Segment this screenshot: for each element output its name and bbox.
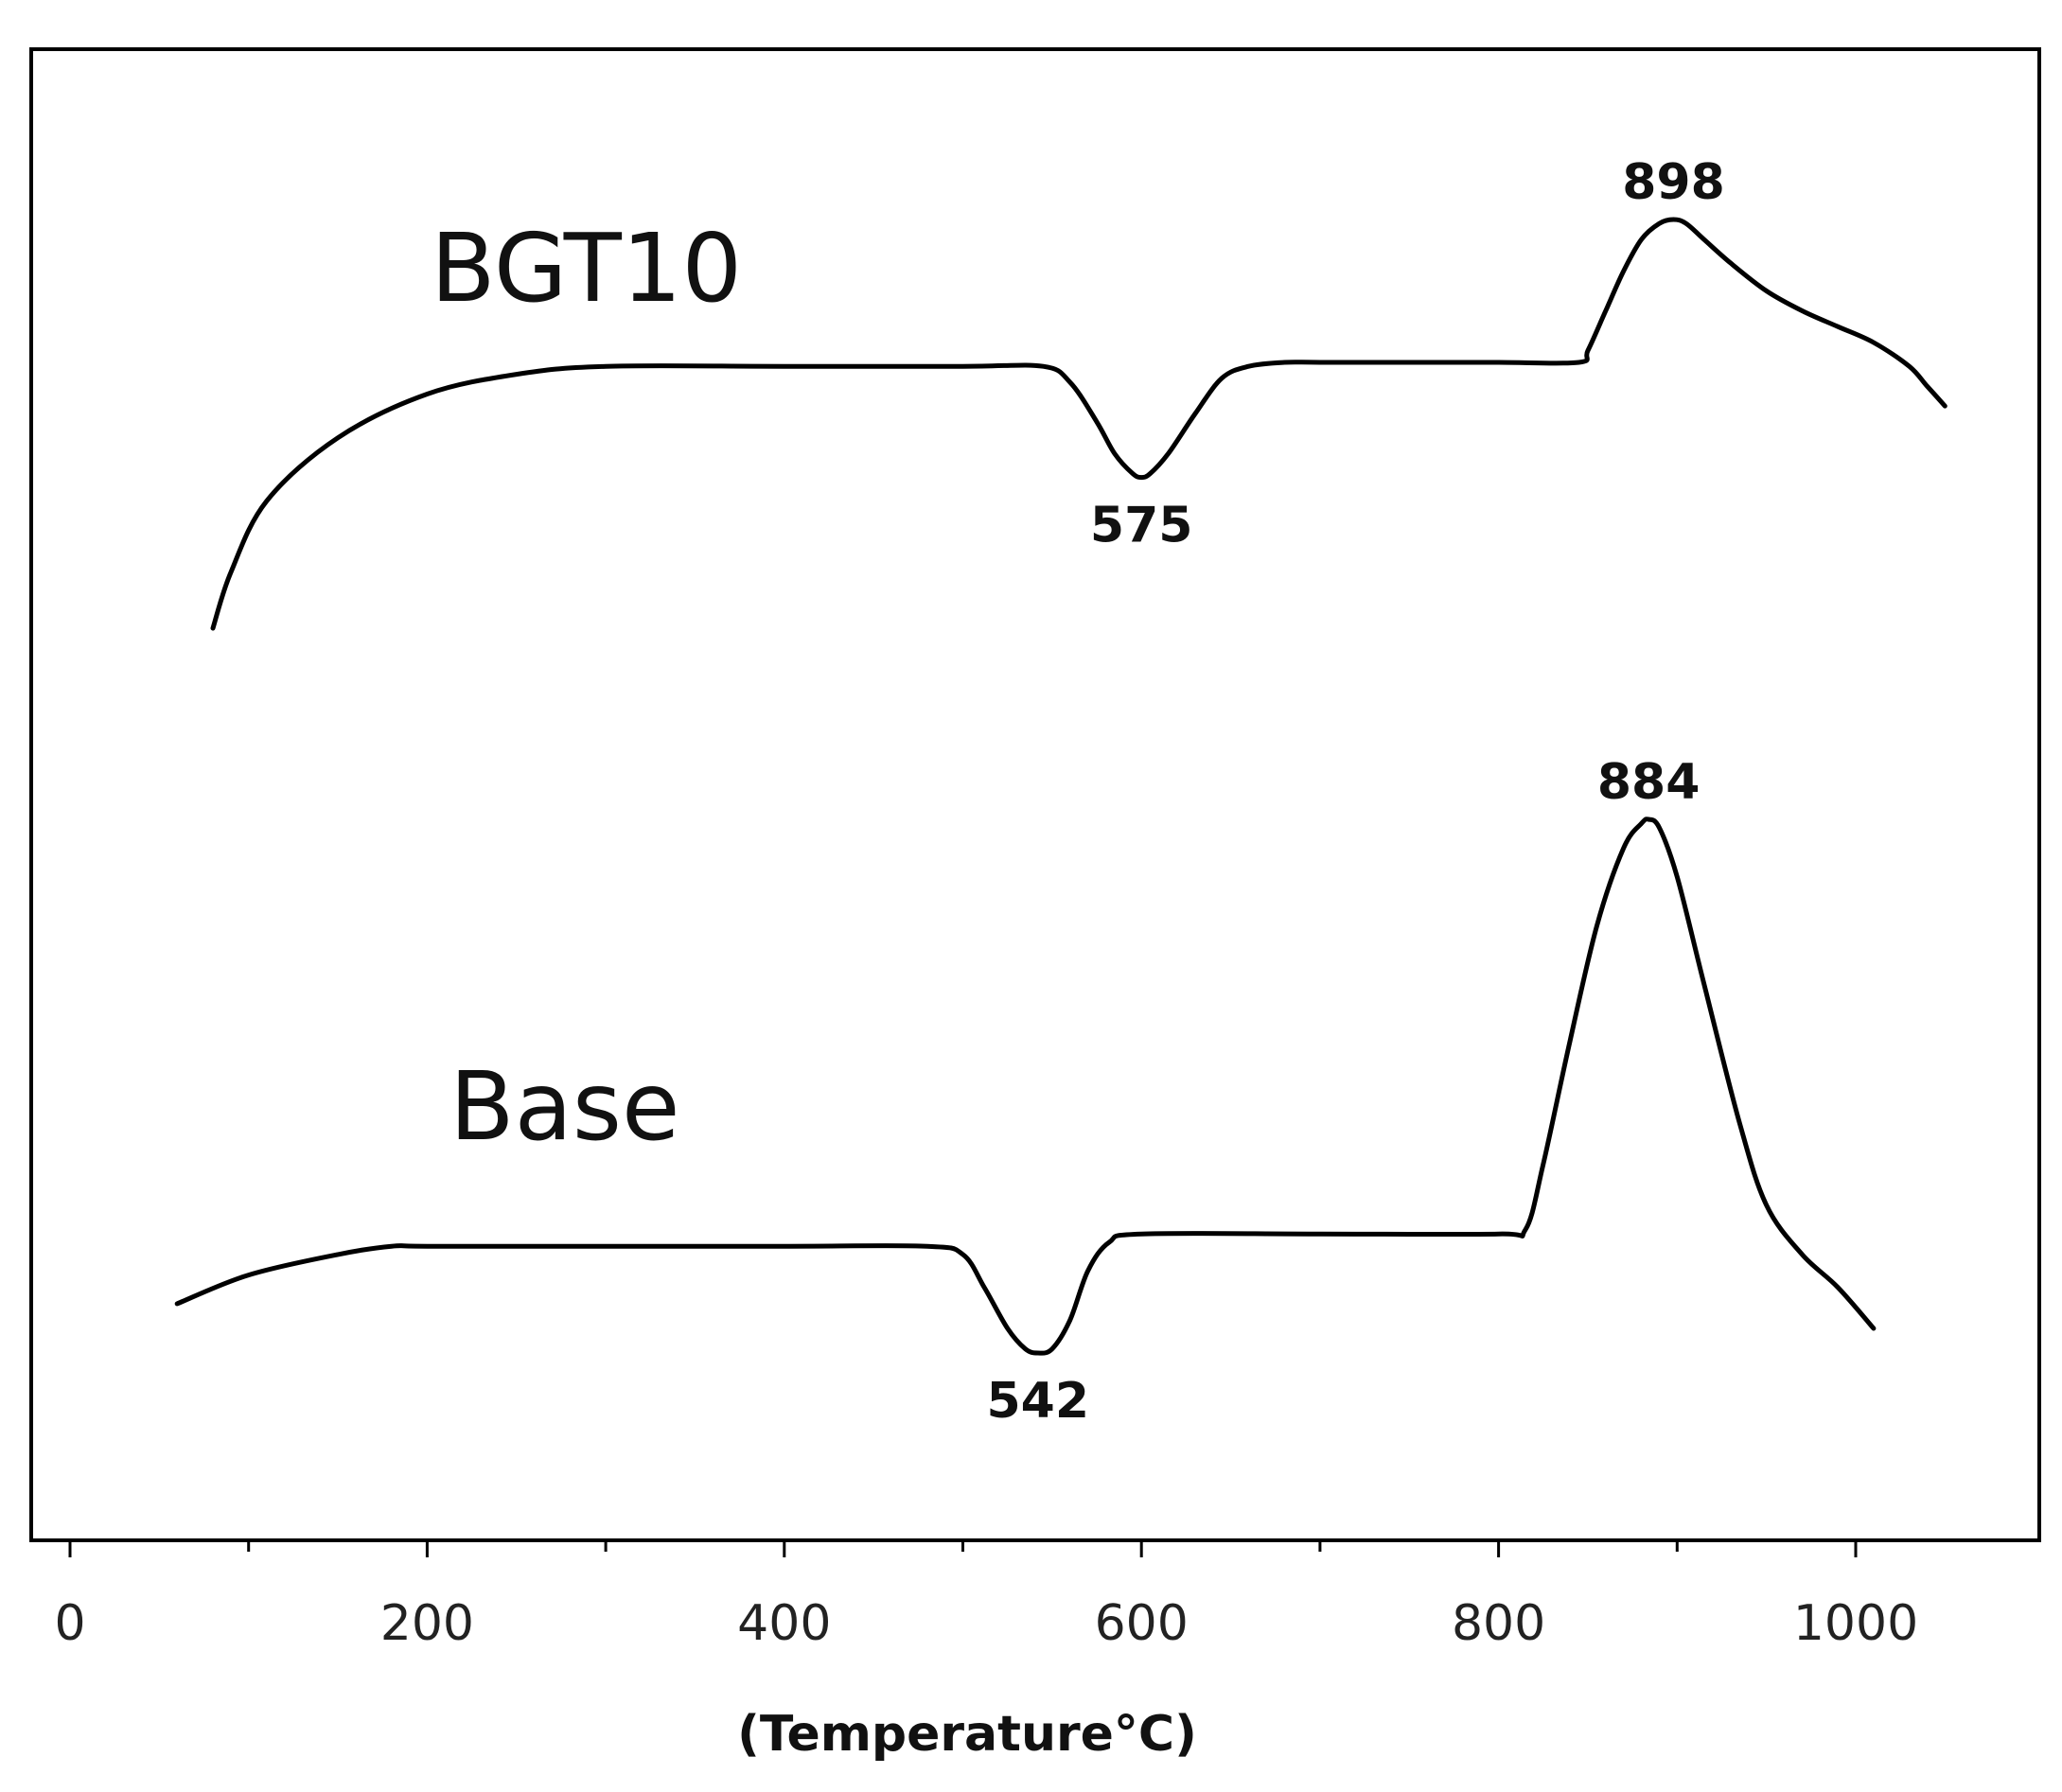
- plot-frame: [29, 47, 2041, 1542]
- x-axis-title: (Temperature°C): [737, 1706, 1197, 1763]
- valley-label-base: 542: [986, 1373, 1089, 1430]
- x-axis-ticks: [68, 1540, 1858, 1557]
- x-axis-tick-labels: 0 200 400 600 800 1000: [54, 1595, 1918, 1652]
- peak-annotations: 898 575 884 542: [986, 154, 1724, 1430]
- x-tick-label: 0: [54, 1595, 85, 1652]
- x-tick-label: 800: [1452, 1595, 1545, 1652]
- x-tick-label: 400: [737, 1595, 831, 1652]
- x-tick-label: 1000: [1793, 1595, 1918, 1652]
- x-tick-label: 600: [1095, 1595, 1189, 1652]
- valley-label-bgt10: 575: [1090, 498, 1193, 554]
- series-label-base: Base: [449, 1051, 680, 1162]
- series-label-bgt10: BGT10: [431, 213, 742, 324]
- series-line-bgt10: [210, 217, 1947, 631]
- series-lines: [174, 217, 1947, 1356]
- peak-label-bgt10: 898: [1622, 154, 1725, 211]
- peak-label-base: 884: [1597, 754, 1701, 811]
- x-tick-label: 200: [380, 1595, 474, 1652]
- series-line-base: [174, 817, 1877, 1356]
- series-labels: BGT10 Base: [431, 213, 742, 1162]
